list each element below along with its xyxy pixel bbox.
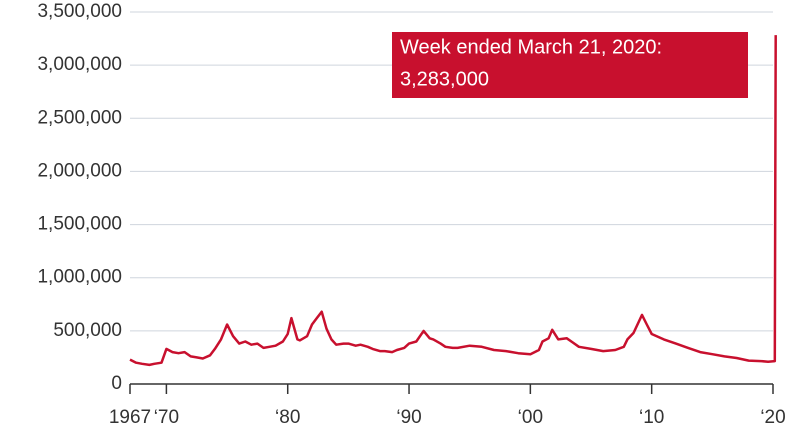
annotation: Week ended March 21, 2020: 3,283,000 [392,32,748,98]
x-tick-label: ‘20 [760,407,785,428]
y-tick-label: 3,500,000 [37,1,122,22]
y-tick-label: 500,000 [53,320,122,341]
y-tick-label: 0 [111,373,122,394]
data-line [129,35,777,367]
y-tick-label: 2,500,000 [37,107,122,128]
annotation-text: Week ended March 21, 2020: [400,36,662,58]
x-tick-label: ‘00 [518,407,543,428]
x-tick-label: 1967 [109,407,151,428]
y-tick-label: 3,000,000 [37,54,122,75]
x-tick-label: ‘10 [639,407,664,428]
x-tick-label: ‘80 [275,407,300,428]
y-tick-label: 1,500,000 [37,214,122,235]
annotation-text: 3,283,000 [400,68,489,90]
y-tick-label: 2,000,000 [37,160,122,181]
x-tick-label: ‘90 [396,407,421,428]
annotation-box [392,32,748,98]
y-tick-label: 1,000,000 [37,267,122,288]
x-tick-label: ‘70 [154,407,179,428]
